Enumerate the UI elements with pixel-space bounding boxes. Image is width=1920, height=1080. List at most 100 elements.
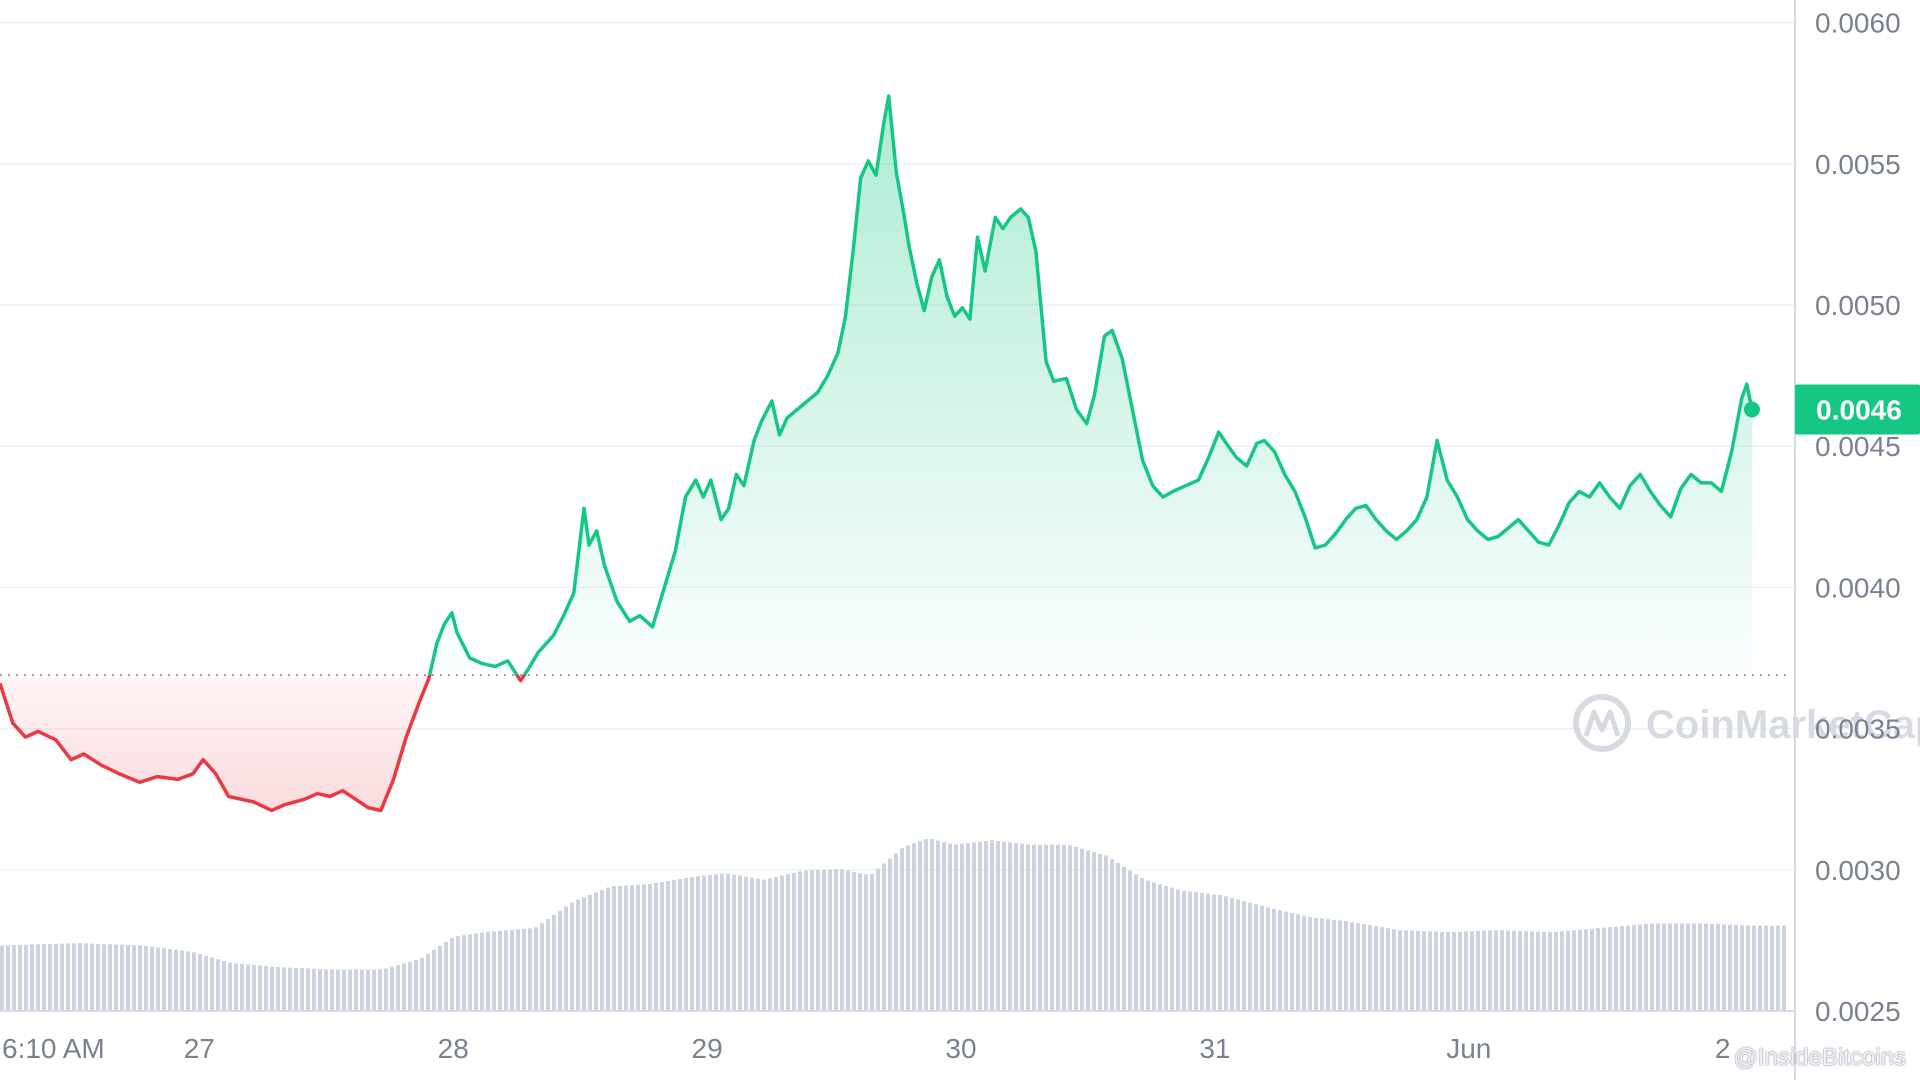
volume-bar bbox=[822, 869, 826, 1011]
volume-bar bbox=[600, 890, 604, 1011]
x-tick-label: 6:10 AM bbox=[2, 1033, 105, 1064]
volume-bar bbox=[1614, 926, 1618, 1011]
volume-bar bbox=[498, 930, 502, 1011]
volume-bar bbox=[1566, 930, 1570, 1011]
volume-bar bbox=[1440, 931, 1444, 1011]
volume-bar bbox=[924, 839, 928, 1011]
volume-bar bbox=[432, 949, 436, 1011]
volume-bar bbox=[1020, 843, 1024, 1011]
volume-bar bbox=[684, 877, 688, 1011]
volume-bar bbox=[1422, 931, 1426, 1011]
price-line-below-baseline bbox=[0, 674, 527, 813]
volume-bar bbox=[1626, 925, 1630, 1011]
price-area-fills bbox=[0, 96, 1752, 811]
volume-bar bbox=[1476, 931, 1480, 1011]
volume-bar bbox=[444, 941, 448, 1011]
volume-bar bbox=[318, 968, 322, 1011]
volume-bar bbox=[180, 950, 184, 1011]
volume-bar bbox=[1194, 892, 1198, 1011]
volume-bar bbox=[996, 841, 1000, 1011]
volume-bar bbox=[1104, 855, 1108, 1011]
volume-bar bbox=[1128, 870, 1132, 1011]
volume-bar bbox=[150, 946, 154, 1011]
current-price-label: 0.0046 bbox=[1743, 384, 1920, 435]
volume-bar bbox=[816, 870, 820, 1011]
volume-bar bbox=[1344, 921, 1348, 1011]
volume-bar bbox=[54, 943, 58, 1011]
volume-bar bbox=[426, 953, 430, 1011]
volume-bar bbox=[864, 874, 868, 1011]
volume-bar bbox=[612, 886, 616, 1011]
y-axis-ticks: 0.0060 0.0055 0.0050 0.0045 0.0040 0.0035 0.00… bbox=[1815, 8, 1901, 1027]
volume-bar bbox=[492, 931, 496, 1011]
volume-bar bbox=[888, 858, 892, 1011]
volume-bar bbox=[1284, 911, 1288, 1011]
volume-bar bbox=[984, 841, 988, 1011]
volume-bar bbox=[1452, 932, 1456, 1011]
volume-bar bbox=[486, 931, 490, 1011]
volume-bar bbox=[660, 881, 664, 1011]
volume-bar bbox=[1272, 908, 1276, 1011]
x-tick-label: Jun bbox=[1446, 1033, 1491, 1064]
volume-bar bbox=[402, 963, 406, 1011]
volume-bar bbox=[1212, 894, 1216, 1011]
volume-bar bbox=[942, 842, 946, 1011]
volume-bar bbox=[396, 965, 400, 1011]
volume-bar bbox=[138, 945, 142, 1011]
volume-bar bbox=[210, 957, 214, 1011]
volume-bar bbox=[1368, 925, 1372, 1011]
volume-bar bbox=[1008, 842, 1012, 1011]
volume-bar bbox=[1032, 844, 1036, 1011]
volume-bar bbox=[1746, 925, 1750, 1011]
volume-bar bbox=[1350, 922, 1354, 1011]
volume-bar bbox=[1512, 930, 1516, 1011]
volume-bar bbox=[414, 959, 418, 1011]
volume-bar bbox=[120, 944, 124, 1011]
volume-bar bbox=[1548, 932, 1552, 1011]
volume-bar bbox=[1248, 902, 1252, 1011]
volume-bar bbox=[528, 928, 532, 1011]
volume-bar bbox=[876, 868, 880, 1011]
volume-bar bbox=[1602, 927, 1606, 1011]
volume-bar bbox=[744, 876, 748, 1011]
volume-bar bbox=[1572, 930, 1576, 1011]
volume-bar bbox=[1716, 924, 1720, 1011]
volume-bar bbox=[216, 959, 220, 1011]
volume-bar bbox=[1578, 929, 1582, 1011]
volume-bar bbox=[930, 839, 934, 1011]
volume-bar bbox=[1374, 926, 1378, 1011]
volume-bar bbox=[1656, 923, 1660, 1011]
volume-bar bbox=[1554, 931, 1558, 1011]
current-price-dot bbox=[1743, 401, 1760, 418]
volume-bar bbox=[1266, 907, 1270, 1011]
volume-bar bbox=[978, 841, 982, 1011]
volume-bar bbox=[1686, 923, 1690, 1011]
volume-bar bbox=[1638, 924, 1642, 1011]
volume-bar bbox=[582, 897, 586, 1011]
volume-bar bbox=[636, 884, 640, 1011]
volume-bar bbox=[60, 943, 64, 1011]
volume-bar bbox=[228, 962, 232, 1011]
volume-bar bbox=[1068, 845, 1072, 1011]
volume-bar bbox=[114, 944, 118, 1011]
volume-bar bbox=[1260, 905, 1264, 1011]
volume-bar bbox=[1710, 923, 1714, 1011]
volume-bar bbox=[1122, 866, 1126, 1011]
volume-bar bbox=[270, 966, 274, 1011]
volume-bar bbox=[1170, 887, 1174, 1011]
volume-bar bbox=[450, 937, 454, 1011]
volume-bar bbox=[1176, 889, 1180, 1011]
volume-bar bbox=[810, 870, 814, 1011]
volume-bar bbox=[1206, 893, 1210, 1011]
volume-bar bbox=[936, 840, 940, 1011]
volume-bar bbox=[1632, 925, 1636, 1011]
volume-bar bbox=[732, 874, 736, 1011]
volume-bar bbox=[348, 969, 352, 1011]
volume-bar bbox=[408, 961, 412, 1011]
volume-bar bbox=[132, 945, 136, 1011]
volume-bar bbox=[696, 876, 700, 1011]
x-tick-label: 30 bbox=[945, 1033, 976, 1064]
volume-bar bbox=[276, 966, 280, 1011]
volume-bar bbox=[1140, 878, 1144, 1011]
volume-bar bbox=[1074, 846, 1078, 1011]
